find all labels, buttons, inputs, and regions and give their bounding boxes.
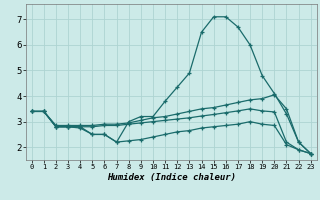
X-axis label: Humidex (Indice chaleur): Humidex (Indice chaleur)	[107, 173, 236, 182]
